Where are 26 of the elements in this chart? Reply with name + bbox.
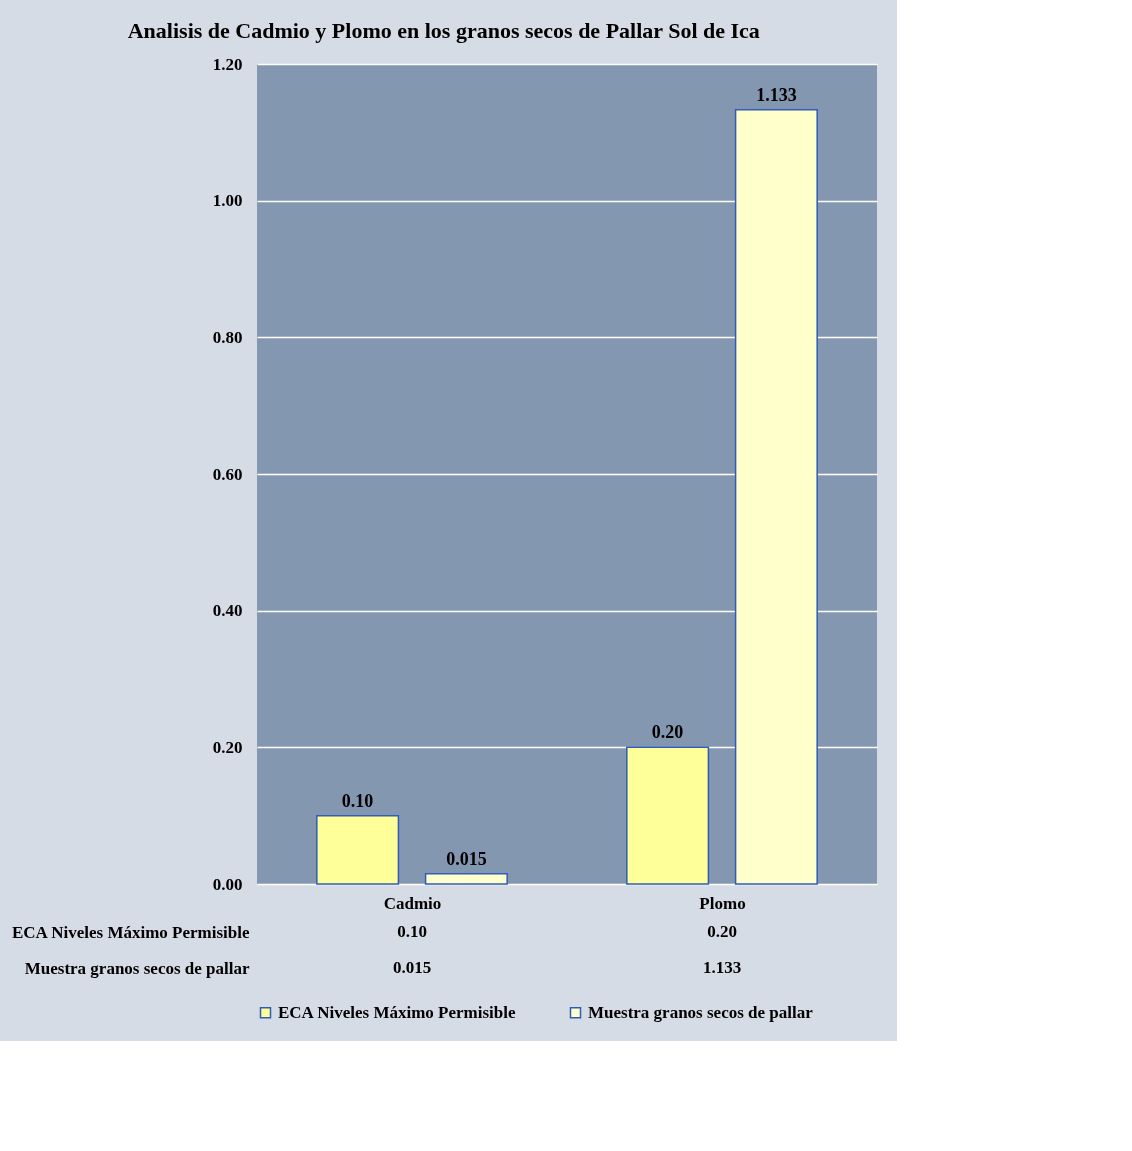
- legend-label: Muestra granos secos de pallar: [588, 1002, 814, 1022]
- bar: [424, 873, 508, 885]
- data-label: 0.10: [397, 922, 427, 941]
- data-label: 0.015: [392, 958, 432, 977]
- y-tick-label: 0.40: [212, 601, 243, 621]
- x-tick-label: Plomo: [699, 893, 746, 913]
- bar: [316, 814, 400, 885]
- text: 0.20: [651, 722, 684, 743]
- y-tick-label: 0.60: [212, 464, 243, 484]
- text: ECA Niveles Máximo Permisible: [12, 922, 250, 942]
- y-tick-label: 1.20: [212, 54, 243, 74]
- data-label: 1.133: [702, 958, 742, 977]
- text: 1.133: [756, 84, 797, 105]
- bar: [626, 746, 710, 885]
- y-tick-label: 1.00: [212, 191, 243, 211]
- bar: [734, 109, 818, 885]
- text: 0.015: [446, 848, 487, 869]
- legend-label: ECA Niveles Máximo Permisible: [278, 1002, 516, 1022]
- y-tick-label: 0.80: [212, 327, 243, 347]
- text: Muestra granos secos de pallar: [24, 958, 250, 978]
- x-tick-label: Cadmio: [383, 893, 442, 913]
- y-tick-label: 0.20: [212, 737, 243, 757]
- data-label: 0.20: [707, 922, 737, 941]
- text: 0.10: [341, 790, 374, 811]
- y-tick-label: 0.00: [212, 874, 243, 894]
- chart-title: Analisis de Cadmio y Plomo en los granos secos de Pallar Sol de Ica: [127, 18, 760, 43]
